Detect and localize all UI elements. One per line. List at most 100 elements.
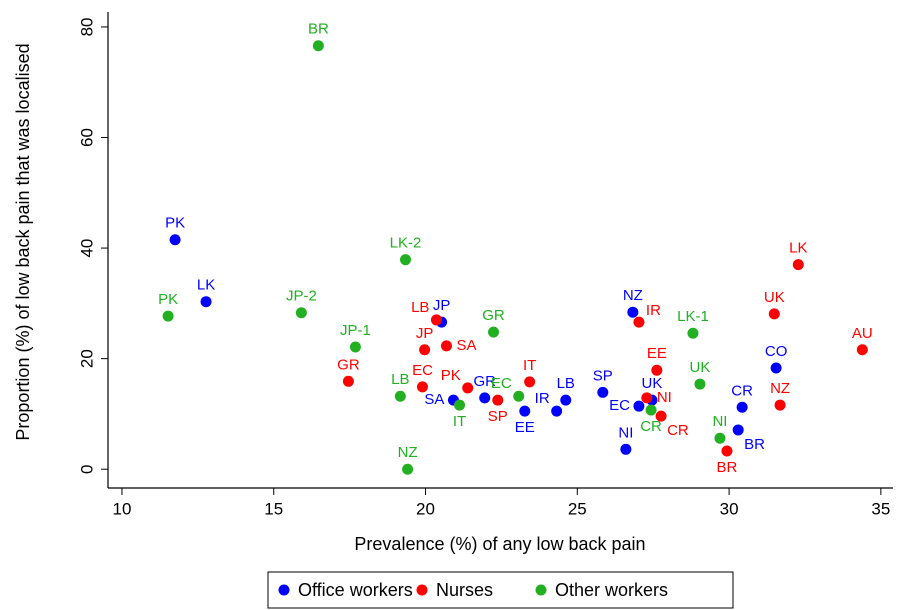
point [342,375,354,387]
point [792,259,804,271]
point-label: LB [391,371,409,388]
point [488,326,500,338]
point [162,310,174,322]
point-label: UK [642,375,663,392]
legend-marker [278,584,290,596]
point [419,344,431,356]
point [597,386,609,398]
legend-label: Office workers [298,580,413,600]
point [462,382,474,394]
point [627,306,639,318]
point-label: CR [731,382,753,399]
point [770,362,782,374]
point [633,400,645,412]
point [430,314,442,326]
point-label: PK [158,291,178,308]
y-tick-label: 60 [77,128,96,147]
point [856,344,868,356]
point-label: IR [646,302,661,319]
x-tick-label: 35 [871,499,890,518]
point [633,316,645,328]
point-label: LK [197,277,215,294]
point-label: CO [765,343,788,360]
point [312,40,324,52]
point [620,443,632,455]
point [454,399,466,411]
legend-marker [535,584,547,596]
point-label: GR [337,356,360,373]
x-tick-label: 20 [416,499,435,518]
point-label: JP-1 [340,322,371,339]
point [169,234,181,246]
point [645,404,657,416]
point-label: BR [717,459,738,476]
point-label: NI [618,424,633,441]
point-label: GR [482,307,505,324]
point [295,307,307,319]
point-label: LB [557,375,575,392]
y-tick-label: 40 [77,239,96,258]
point-label: JP-2 [286,288,317,305]
point-label: EE [647,345,667,362]
y-tick-label: 80 [77,17,96,36]
legend-label: Other workers [555,580,668,600]
x-axis-title: Prevalence (%) of any low back pain [354,534,645,554]
point-label: EC [609,397,630,414]
point-label: UK [764,289,785,306]
point-label: EC [412,362,433,379]
point-label: NZ [623,287,643,304]
point [768,308,780,320]
point-label: PK [165,215,185,232]
point-label: AU [852,325,873,342]
point-label: PK [441,367,461,384]
point-label: IT [453,413,466,430]
point [687,327,699,339]
point-label: LK [789,240,807,257]
point [524,376,536,388]
x-tick-label: 25 [568,499,587,518]
point [551,405,563,417]
point-label: LK-2 [390,235,422,252]
point [440,340,452,352]
point [774,399,786,411]
y-tick-label: 20 [77,349,96,368]
point [492,394,504,406]
point-label: NZ [770,380,790,397]
x-tick-label: 15 [264,499,283,518]
point-label: LB [411,299,429,316]
point-label: JP [416,325,434,342]
point-label: NI [712,413,727,430]
point-label: CR [667,422,689,439]
point-label: NZ [398,444,418,461]
point-label: NI [657,389,672,406]
point-label: CR [640,418,662,435]
point-label: GR [473,373,496,390]
point [416,381,428,393]
point [200,296,212,308]
point [736,401,748,413]
point-label: BR [308,21,329,38]
point [651,364,663,376]
point [641,392,653,404]
point-label: EC [491,375,512,392]
point-label: JP [433,297,451,314]
point-label: SP [488,408,508,425]
y-tick-label: 0 [77,464,96,473]
point [655,410,667,422]
point [479,392,491,404]
point [399,254,411,266]
legend-marker [416,584,428,596]
point [519,405,531,417]
point [694,378,706,390]
point-label: IR [535,390,550,407]
point-label: SA [456,337,476,354]
point-label: SP [593,367,613,384]
legend-box [267,571,734,609]
point-label: SA [424,391,444,408]
legend-label: Nurses [436,580,493,600]
y-axis-title: Proportion (%) of low back pain that was… [13,43,33,440]
x-tick-label: 30 [720,499,739,518]
point-label: UK [690,359,711,376]
point-label: IT [523,357,536,374]
